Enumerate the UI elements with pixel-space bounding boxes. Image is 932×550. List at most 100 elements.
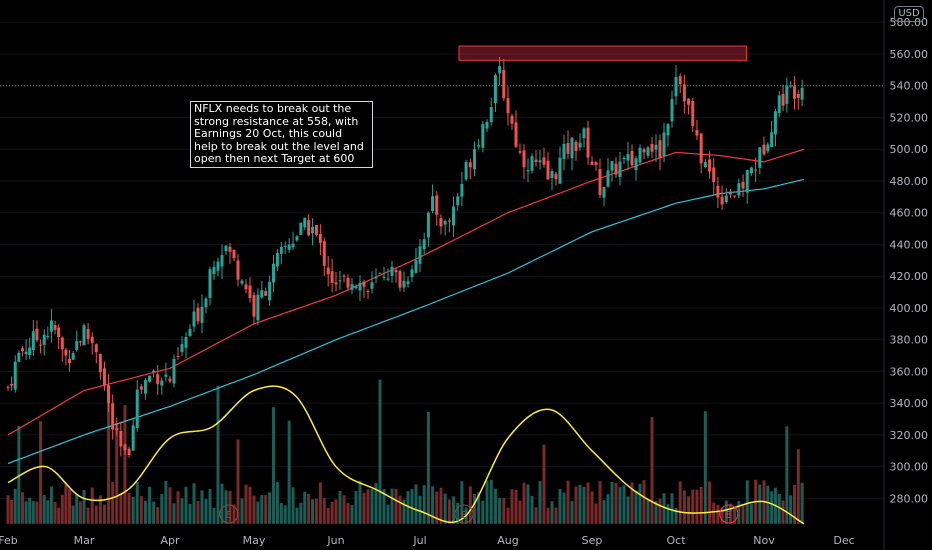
candle-body: [468, 162, 472, 168]
volume-bar: [638, 483, 642, 524]
volume-bar: [626, 496, 630, 524]
candle-body: [650, 143, 654, 152]
x-tick-label: Sep: [582, 534, 603, 547]
volume-bar: [590, 491, 594, 524]
volume-bar: [370, 489, 374, 524]
y-tick-label: 460.00: [890, 207, 929, 220]
volume-bar: [334, 499, 338, 524]
volume-bar: [13, 488, 17, 524]
candle-body: [68, 358, 72, 363]
x-tick-label: Apr: [160, 534, 180, 547]
x-tick-label: Dec: [833, 534, 854, 547]
volume-bar: [435, 491, 439, 524]
candle-body: [314, 225, 318, 235]
volume-bar: [240, 498, 244, 524]
volume-bar: [542, 444, 546, 524]
volume-bar: [720, 507, 724, 524]
candle-body: [264, 291, 268, 296]
candle-body: [248, 285, 252, 298]
candle-body: [630, 150, 634, 166]
resistance-zone: [458, 45, 747, 61]
volume-bar: [82, 490, 86, 524]
candle-body: [703, 161, 707, 167]
volume-bar: [406, 491, 410, 524]
volume-bar: [546, 507, 550, 524]
volume-bar: [386, 504, 390, 524]
candle-body: [758, 147, 762, 168]
candle-body: [102, 368, 106, 386]
volume-bar: [20, 492, 24, 524]
candle-body: [610, 161, 614, 171]
candle-body: [443, 221, 447, 225]
volume-bar: [460, 481, 464, 524]
candle-body: [224, 245, 228, 252]
volume-bar: [654, 500, 658, 524]
candle-body: [785, 85, 789, 104]
candle-body: [358, 282, 362, 291]
volume-bar: [452, 496, 456, 524]
candle-body: [796, 94, 800, 98]
volume-bar: [716, 504, 720, 524]
candle-body: [402, 281, 406, 288]
candle-body: [586, 127, 590, 158]
volume-bars: [6, 379, 804, 524]
volume-bar: [414, 484, 418, 524]
volume-bar: [31, 501, 35, 524]
volume-bar: [244, 484, 248, 524]
candle-body: [418, 246, 422, 264]
volume-bar: [650, 417, 654, 524]
volume-bar: [550, 501, 554, 524]
y-tick-label: 440.00: [890, 238, 929, 251]
time-axis[interactable]: Feb Mar Apr May Jun Jul Aug Sep Oct Nov Dec: [0, 534, 855, 547]
volume-bar: [554, 507, 558, 524]
annotation-note[interactable]: NFLX needs to break out the strong resis…: [190, 101, 373, 168]
volume-bar: [749, 503, 753, 524]
earnings-marker: [219, 504, 239, 524]
volume-bar: [518, 500, 522, 524]
volume-bar: [200, 490, 204, 524]
volume-bar: [477, 492, 481, 524]
volume-bar: [291, 487, 295, 524]
volume-bar: [252, 495, 256, 524]
volume-bar: [10, 499, 14, 524]
price-axis[interactable]: 280.00 300.00 320.00 340.00 360.00 380.00 400.…: [883, 0, 929, 550]
volume-bar: [534, 507, 538, 524]
y-tick-label: 360.00: [890, 365, 929, 378]
candle-body: [31, 331, 35, 351]
candle-body: [754, 169, 758, 171]
volume-bar: [362, 492, 366, 524]
volume-bar: [570, 500, 574, 524]
candle-body: [78, 341, 82, 343]
candle-body: [708, 159, 712, 172]
candle-body: [228, 246, 232, 252]
volume-bar: [139, 496, 143, 524]
candle-body: [46, 336, 50, 338]
candle-body: [638, 147, 642, 163]
volume-bar: [602, 500, 606, 524]
volume-bar: [402, 499, 406, 524]
volume-bar: [212, 507, 216, 524]
candle-body: [64, 349, 68, 356]
volume-bar: [781, 500, 785, 524]
candle-body: [678, 76, 682, 85]
moving-average-line: [7, 178, 805, 465]
candle-body: [622, 157, 626, 160]
currency-label[interactable]: USD: [894, 6, 924, 22]
volume-bar: [135, 482, 139, 524]
volume-bar: [582, 486, 586, 524]
candle-body: [256, 294, 260, 321]
candle-body: [741, 181, 745, 189]
candle-body: [574, 142, 578, 152]
x-tick-label: Feb: [0, 534, 18, 547]
x-tick-label: Mar: [74, 534, 95, 547]
volume-bar: [172, 503, 176, 524]
earnings-label: E: [461, 510, 467, 521]
candle-body: [90, 336, 94, 343]
volume-bar: [224, 490, 228, 524]
candle-body: [35, 328, 39, 341]
volume-bar: [682, 490, 686, 524]
y-tick-label: 420.00: [890, 270, 929, 283]
candle-body: [299, 222, 303, 235]
y-tick-label: 520.00: [890, 111, 929, 124]
